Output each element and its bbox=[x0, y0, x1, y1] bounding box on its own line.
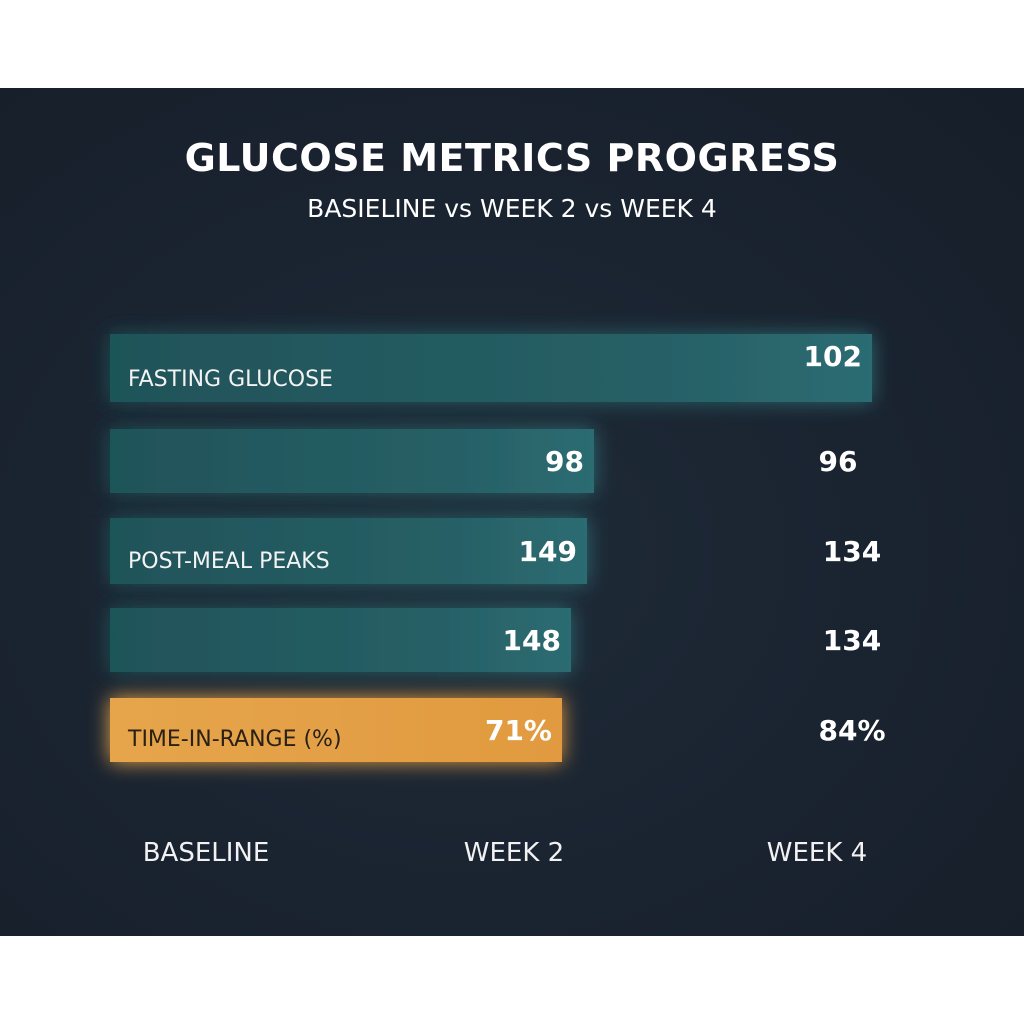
bar bbox=[110, 334, 872, 402]
week4-value-label: 96 bbox=[819, 445, 858, 478]
bar-category-label: FASTING GLUCOSE bbox=[128, 367, 333, 392]
bar-row: POST-MEAL PEAKS 149 134 bbox=[110, 518, 881, 584]
bar-value-label: 102 bbox=[804, 340, 862, 373]
bar bbox=[110, 518, 587, 584]
period-label-baseline: BASELINE bbox=[142, 838, 270, 868]
bar-row: TIME-IN-RANGE (%) 71% 84% bbox=[110, 698, 886, 762]
chart-subtitle: BASIELINE vs WEEK 2 vs WEEK 4 bbox=[307, 194, 717, 223]
bar-value-label: 98 bbox=[545, 445, 584, 478]
week4-value-label: 84% bbox=[818, 714, 885, 747]
bar-category-label: POST-MEAL PEAKS bbox=[128, 549, 330, 574]
bar-value-label: 149 bbox=[519, 535, 577, 568]
bar-row: FASTING GLUCOSE 102 bbox=[110, 334, 872, 402]
bar-category-label: TIME-IN-RANGE (%) bbox=[127, 727, 342, 752]
bar-highlight bbox=[110, 698, 562, 762]
chart-panel: GLUCOSE METRICS PROGRESS BASIELINE vs WE… bbox=[0, 88, 1024, 936]
bar bbox=[110, 608, 571, 672]
week4-value-label: 134 bbox=[823, 535, 881, 568]
bar-value-label: 71% bbox=[485, 714, 552, 747]
week4-value-label: 134 bbox=[823, 624, 881, 657]
bar bbox=[110, 429, 594, 493]
bar-row: 98 96 bbox=[110, 429, 857, 493]
bar-value-label: 148 bbox=[503, 624, 561, 657]
period-label-week-4: WEEK 4 bbox=[766, 838, 868, 868]
bar-row: 148 134 bbox=[110, 608, 881, 672]
period-label-week-2: WEEK 2 bbox=[463, 838, 565, 868]
bar-chart: FASTING GLUCOSE 102 98 96 POST-MEAL PEAKS 149… bbox=[110, 334, 886, 762]
chart-title: GLUCOSE METRICS PROGRESS bbox=[184, 136, 840, 180]
